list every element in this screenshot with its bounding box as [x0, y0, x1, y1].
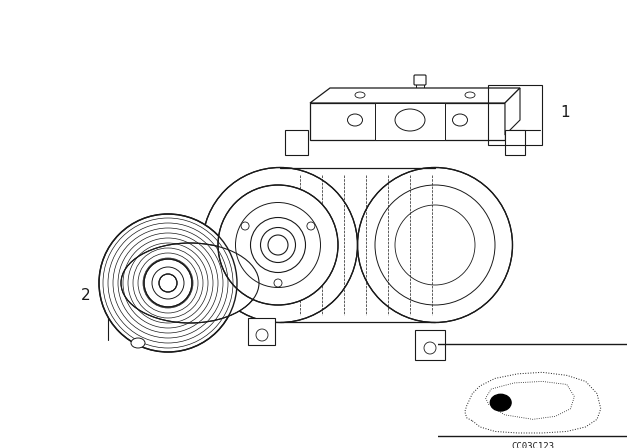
Polygon shape [285, 130, 308, 155]
Ellipse shape [241, 222, 249, 230]
Ellipse shape [250, 217, 305, 272]
Ellipse shape [452, 114, 467, 126]
Ellipse shape [159, 274, 177, 292]
Ellipse shape [256, 329, 268, 341]
Polygon shape [310, 88, 520, 103]
Polygon shape [505, 130, 525, 155]
Ellipse shape [202, 168, 358, 323]
Ellipse shape [355, 92, 365, 98]
Polygon shape [310, 103, 505, 140]
Ellipse shape [307, 222, 315, 230]
Polygon shape [505, 88, 520, 135]
Text: CC03C123: CC03C123 [511, 442, 554, 448]
Ellipse shape [274, 279, 282, 287]
Ellipse shape [358, 168, 513, 323]
Polygon shape [415, 330, 445, 360]
Ellipse shape [348, 114, 362, 126]
Ellipse shape [144, 259, 192, 307]
Ellipse shape [395, 109, 425, 131]
Ellipse shape [131, 338, 145, 348]
Ellipse shape [99, 214, 237, 352]
Polygon shape [375, 103, 445, 140]
Ellipse shape [465, 92, 475, 98]
Ellipse shape [424, 342, 436, 354]
Ellipse shape [121, 243, 259, 323]
Ellipse shape [218, 185, 338, 305]
Ellipse shape [268, 235, 288, 255]
Ellipse shape [260, 228, 296, 263]
Text: 2: 2 [81, 288, 90, 302]
FancyBboxPatch shape [414, 75, 426, 85]
Circle shape [490, 394, 511, 411]
Text: 1: 1 [560, 104, 570, 120]
Polygon shape [248, 318, 275, 345]
